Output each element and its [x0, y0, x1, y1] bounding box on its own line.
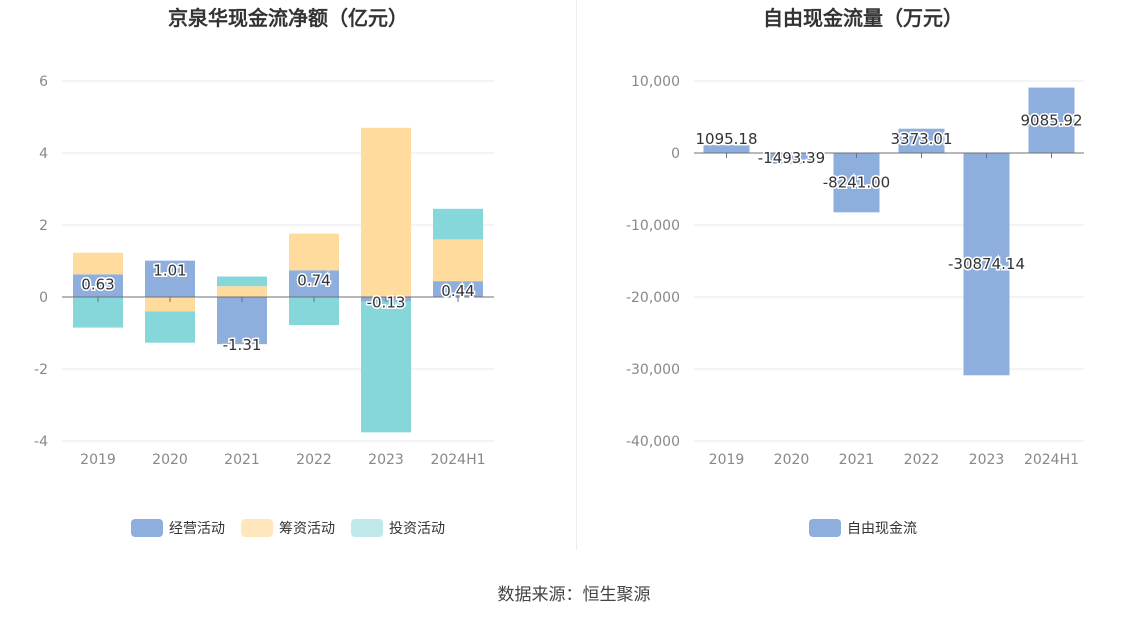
bar-investing [73, 297, 123, 328]
bar-financing [145, 297, 195, 312]
x-tick-label: 2023 [368, 452, 404, 468]
right-chart-panel: 自由现金流量（万元） 10,000 0 -10,000 -20,000 -30,000 -… [578, 0, 1148, 550]
bar-operating [433, 281, 483, 297]
data-label: 0.74 [297, 271, 330, 289]
y-tick-label: -4 [34, 434, 48, 450]
x-tick-label: 2020 [774, 452, 810, 468]
y-tick-label: 4 [39, 146, 48, 162]
y-tick-label: 0 [39, 290, 48, 306]
panel-divider [576, 0, 577, 550]
bar-free-cash-flow [898, 128, 945, 153]
bar-investing [361, 301, 411, 433]
x-tick-label: 2022 [904, 452, 940, 468]
y-tick-label: -30,000 [626, 362, 680, 378]
bar-financing [433, 239, 483, 282]
bar-financing [289, 233, 339, 271]
data-label: 1095.18 [695, 130, 757, 148]
bar-investing [433, 208, 483, 240]
data-label: -1.31 [223, 336, 262, 354]
data-label: 3373.01 [890, 130, 952, 148]
bar-financing [217, 286, 267, 297]
y-tick-label: 6 [39, 74, 48, 90]
data-label: 1.01 [153, 262, 186, 280]
x-tick-label: 2024H1 [430, 452, 485, 468]
data-label: -30874.14 [948, 255, 1025, 273]
y-tick-label: 0 [671, 146, 680, 162]
y-tick-label: -40,000 [626, 434, 680, 450]
legend-swatch-financing [241, 519, 273, 537]
right-chart-legend: 自由现金流 [578, 518, 1148, 538]
x-tick-label: 2019 [709, 452, 745, 468]
data-label: 0.44 [441, 282, 474, 300]
data-label: -0.13 [367, 294, 406, 312]
legend-label-operating: 经营活动 [169, 521, 225, 537]
x-tick-label: 2024H1 [1024, 452, 1079, 468]
left-chart-title: 京泉华现金流净额（亿元） [168, 6, 408, 30]
legend-swatch-free-cash-flow [809, 519, 841, 537]
bar-operating [73, 274, 123, 297]
bar-free-cash-flow [963, 153, 1010, 376]
legend-item-investing[interactable]: 投资活动 [351, 518, 445, 538]
x-tick-label: 2022 [296, 452, 332, 468]
bar-operating [145, 260, 195, 297]
y-tick-label: 2 [39, 218, 48, 234]
bar-free-cash-flow [768, 153, 815, 164]
x-tick-label: 2019 [80, 452, 116, 468]
bar-financing [73, 252, 123, 275]
left-chart-svg: 6 4 2 0 -2 -4 2019 2020 2021 2022 2023 2024H1 0.63 1.… [34, 74, 494, 468]
bar-financing [361, 127, 411, 297]
x-tick-label: 2021 [224, 452, 260, 468]
legend-label-financing: 筹资活动 [279, 521, 335, 537]
data-source-note: 数据来源：恒生聚源 [497, 585, 651, 605]
data-label: -8241.00 [823, 174, 890, 192]
data-label: 0.63 [81, 275, 114, 293]
legend-label-free-cash-flow: 自由现金流 [847, 521, 917, 537]
bar-free-cash-flow [1028, 87, 1075, 153]
y-tick-label: -10,000 [626, 218, 680, 234]
bar-operating [289, 270, 339, 297]
bar-operating [217, 297, 267, 345]
y-tick-label: 10,000 [631, 74, 680, 90]
bar-investing [145, 311, 195, 343]
bar-free-cash-flow [833, 153, 880, 213]
legend-item-free-cash-flow[interactable]: 自由现金流 [809, 518, 917, 538]
legend-swatch-operating [131, 519, 163, 537]
left-chart-panel: 京泉华现金流净额（亿元） 6 4 2 0 -2 -4 2019 2020 2021 2022 202… [0, 0, 576, 550]
x-tick-label: 2021 [839, 452, 875, 468]
data-label: 9085.92 [1020, 111, 1082, 129]
legend-label-investing: 投资活动 [389, 521, 445, 537]
bar-investing [217, 276, 267, 287]
legend-item-operating[interactable]: 经营活动 [131, 518, 225, 538]
y-tick-label: -20,000 [626, 290, 680, 306]
left-chart-legend: 经营活动 筹资活动 投资活动 [0, 518, 576, 538]
bar-free-cash-flow [703, 145, 750, 153]
data-label: -1493.39 [758, 149, 825, 167]
x-tick-label: 2023 [969, 452, 1005, 468]
right-chart-svg: 10,000 0 -10,000 -20,000 -30,000 -40,000 2019 2… [626, 74, 1084, 468]
y-tick-label: -2 [34, 362, 48, 378]
x-tick-label: 2020 [152, 452, 188, 468]
legend-item-financing[interactable]: 筹资活动 [241, 518, 335, 538]
right-chart-title: 自由现金流量（万元） [763, 6, 963, 30]
legend-swatch-investing [351, 519, 383, 537]
